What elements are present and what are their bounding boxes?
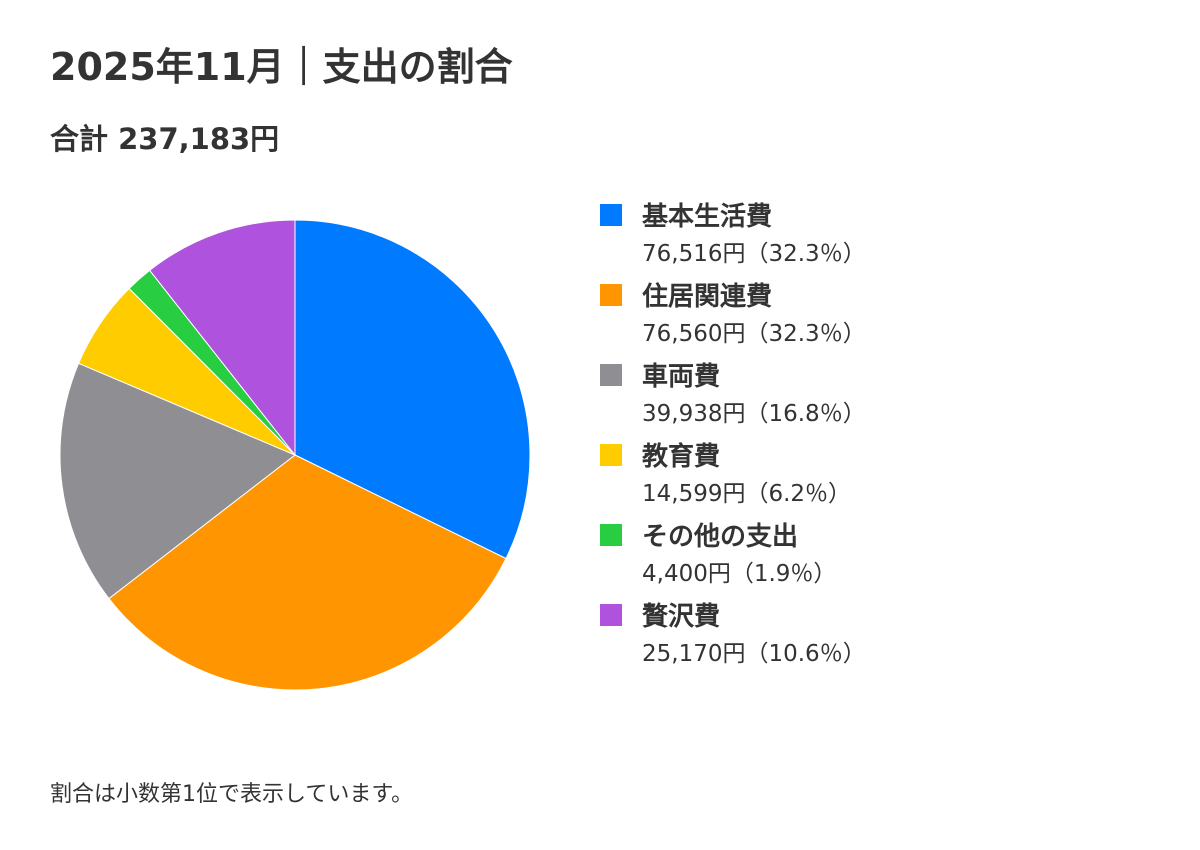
legend-swatch (600, 524, 622, 546)
legend-label: その他の支出 (642, 522, 799, 552)
chart-title: 2025年11月｜支出の割合 (50, 45, 513, 89)
legend-swatch (600, 284, 622, 306)
legend-item-housing: 住居関連費 76,560円（32.3％） (600, 276, 1160, 356)
pie-slice-1 (108, 454, 507, 691)
legend-label: 教育費 (642, 442, 721, 472)
legend-item-education: 教育費 14,599円（6.2％） (600, 436, 1160, 516)
legend-label: 車両費 (642, 362, 721, 392)
legend-item-basic-living: 基本生活費 76,516円（32.3％） (600, 196, 1160, 276)
legend-item-luxury: 贅沢費 25,170円（10.6％） (600, 596, 1160, 676)
legend-label: 基本生活費 (642, 202, 773, 232)
pie-chart-svg (59, 219, 531, 691)
pie-chart (55, 215, 535, 695)
legend-swatch (600, 604, 622, 626)
pie-slice-2 (59, 362, 296, 600)
legend-item-other: その他の支出 4,400円（1.9％） (600, 516, 1160, 596)
pie-slice-0 (294, 219, 531, 560)
legend-value: 76,516円（32.3％） (642, 241, 866, 267)
legend: 基本生活費 76,516円（32.3％） 住居関連費 76,560円（32.3％… (600, 196, 1160, 676)
legend-label: 贅沢費 (642, 602, 721, 632)
pie-slice-5 (148, 219, 296, 457)
total-amount: 合計 237,183円 (50, 122, 280, 156)
legend-value: 14,599円（6.2％） (642, 481, 852, 507)
legend-value: 39,938円（16.8％） (642, 401, 866, 427)
footnote: 割合は小数第1位で表示しています。 (50, 782, 414, 807)
legend-swatch (600, 444, 622, 466)
legend-value: 25,170円（10.6％） (642, 641, 866, 667)
legend-value: 4,400円（1.9％） (642, 561, 837, 587)
legend-label: 住居関連費 (642, 282, 773, 312)
legend-swatch (600, 204, 622, 226)
legend-value: 76,560円（32.3％） (642, 321, 866, 347)
legend-item-vehicle: 車両費 39,938円（16.8％） (600, 356, 1160, 436)
legend-swatch (600, 364, 622, 386)
